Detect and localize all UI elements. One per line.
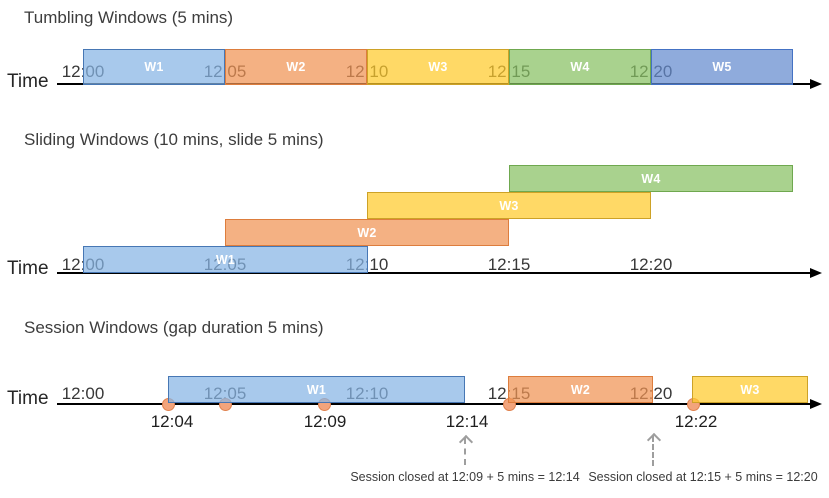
window-label-w4: W4 xyxy=(641,171,661,186)
window-label-w5: W5 xyxy=(712,60,732,74)
tumbling-title: Tumbling Windows (5 mins) xyxy=(24,8,234,27)
tumbling-window-w1: W1 xyxy=(83,49,225,85)
sliding-title: Sliding Windows (10 mins, slide 5 mins) xyxy=(24,130,324,149)
tumbling-window-w2: W2 xyxy=(225,49,367,85)
session-close-arrow-icon-1 xyxy=(458,434,474,465)
window-label-w1: W1 xyxy=(306,382,327,397)
event-time-1222: 12:22 xyxy=(674,412,718,431)
window-label-w3: W3 xyxy=(428,60,448,74)
window-label-w1: W1 xyxy=(215,252,236,267)
sliding-axis-arrowhead-icon xyxy=(810,268,822,278)
sliding-time-axis xyxy=(57,272,813,274)
session-time-axis xyxy=(57,403,813,405)
session-window-w1: W1 xyxy=(168,376,465,403)
session-close-arrow-icon-2 xyxy=(646,432,662,466)
session-window-w2: W2 xyxy=(508,376,653,403)
tumbling-window-w3: W3 xyxy=(367,49,509,85)
event-time-1209: 12:09 xyxy=(303,412,347,431)
window-label-w3: W3 xyxy=(499,198,519,213)
sliding-time-axis-label: Time xyxy=(7,258,49,279)
window-label-w3: W3 xyxy=(740,382,760,397)
session-axis-arrowhead-icon xyxy=(810,399,822,409)
sliding-tick-1215: 12:15 xyxy=(487,255,531,274)
tumbling-window-w4: W4 xyxy=(509,49,651,85)
sliding-window-w1: W1 xyxy=(83,246,368,273)
session-window-w3: W3 xyxy=(692,376,808,403)
sliding-window-w2: W2 xyxy=(225,219,509,246)
window-label-w2: W2 xyxy=(570,382,591,397)
tumbling-window-w5: W5 xyxy=(651,49,793,85)
window-label-w2: W2 xyxy=(286,60,306,74)
sliding-window-w4: W4 xyxy=(509,165,793,192)
session-time-axis-label: Time xyxy=(7,388,49,409)
tumbling-time-axis-label: Time xyxy=(7,71,49,92)
window-label-w4: W4 xyxy=(570,60,590,74)
sliding-tick-1220: 12:20 xyxy=(629,255,673,274)
session-close-annotation-1: Session closed at 12:09 + 5 mins = 12:14 xyxy=(350,470,580,484)
arrow-up-chevron-icon xyxy=(646,432,662,448)
event-time-1214: 12:14 xyxy=(445,412,489,431)
arrow-up-chevron-icon xyxy=(458,434,474,450)
window-label-w2: W2 xyxy=(357,225,377,240)
sliding-window-w3: W3 xyxy=(367,192,651,219)
event-time-1204: 12:04 xyxy=(150,412,194,431)
session-close-annotation-2: Session closed at 12:15 + 5 mins = 12:20 xyxy=(588,470,818,484)
session-title: Session Windows (gap duration 5 mins) xyxy=(24,318,324,337)
window-label-w1: W1 xyxy=(144,60,164,74)
tumbling-axis-arrowhead-icon xyxy=(810,79,822,89)
session-tick-1200: 12:00 xyxy=(61,384,105,403)
